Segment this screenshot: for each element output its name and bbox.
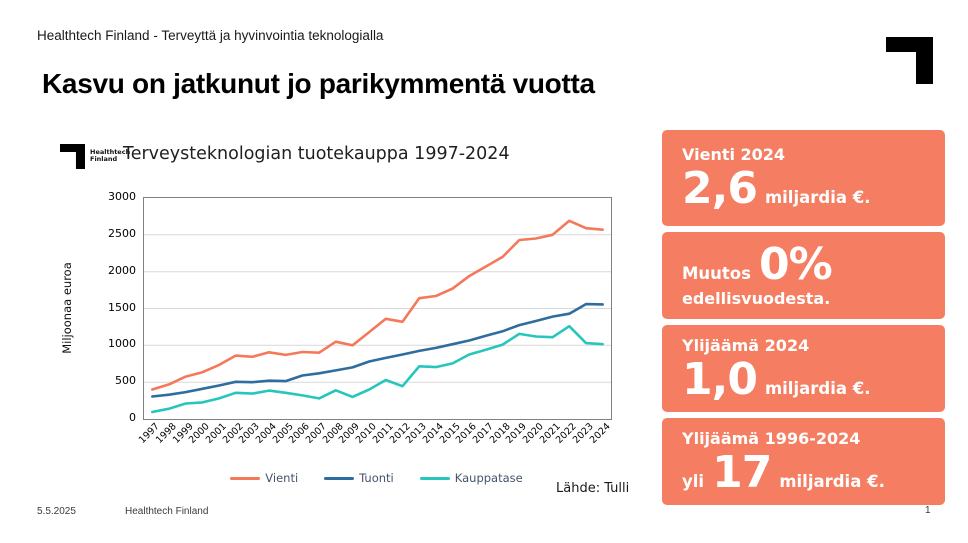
stat-box-prefix: Muutos: [682, 263, 751, 283]
stat-box-ylijaama-2024: Ylijäämä 2024 1,0 miljardia €.: [662, 325, 945, 412]
footer-date: 5.5.2025: [37, 506, 76, 517]
y-axis-tick-label: 1000: [108, 337, 136, 350]
stat-box-value-line: Muutos 0%: [682, 238, 931, 290]
stat-box-label: Ylijäämä 2024: [682, 335, 810, 355]
corner-logo-icon: [886, 37, 933, 84]
plot-area: [143, 197, 612, 420]
footer-org: Healthtech Finland: [125, 506, 209, 517]
y-axis-tick-label: 2500: [108, 227, 136, 240]
stat-box-label: Vienti 2024: [682, 145, 786, 164]
footer-page-number: 1: [925, 505, 931, 516]
legend-label: Tuonti: [359, 471, 394, 485]
stat-box-value: 1,0: [682, 353, 758, 405]
chart-logo-text-line2: Finland: [90, 155, 118, 163]
legend-swatch-icon: [419, 476, 450, 480]
stat-box-value: 0%: [758, 238, 833, 290]
y-axis-tick-label: 3000: [108, 190, 136, 203]
chart-logo-icon: [60, 144, 85, 169]
y-axis-tick-label: 1500: [108, 301, 136, 314]
chart-title: Terveysteknologian tuotekauppa 1997-2024: [123, 144, 510, 164]
stat-box-label: Ylijäämä 1996-2024: [682, 428, 861, 448]
legend: Vienti Tuonti Kauppatase: [143, 471, 610, 485]
stat-boxes: Vienti 2024 2,6 miljardia €. Muutos 0% e…: [662, 130, 945, 505]
plot-svg: [144, 219, 611, 414]
y-axis-tick-label: 0: [129, 411, 136, 424]
page-title: Kasvu on jatkunut jo parikymmentä vuotta: [42, 68, 595, 99]
legend-label: Kauppatase: [454, 471, 523, 485]
legend-item: Tuonti: [324, 471, 394, 485]
header-tagline: Healthtech Finland - Terveyttä ja hyvinv…: [37, 28, 384, 43]
stat-box-suffix: miljardia €.: [779, 471, 885, 491]
y-axis-tick-label: 2000: [108, 264, 136, 277]
stat-box-prefix: yli: [682, 471, 705, 491]
chart-logo-text: Healthtech Finland: [90, 149, 130, 163]
stat-box-suffix: miljardia €.: [764, 188, 871, 207]
stat-box-value-line: 1,0 miljardia €.: [682, 353, 931, 405]
stat-box-vienti: Vienti 2024 2,6 miljardia €.: [662, 130, 945, 226]
chart-card: Healthtech Finland Terveysteknologian tu…: [60, 144, 630, 496]
legend-item: Kauppatase: [419, 471, 523, 485]
legend-swatch-icon: [324, 476, 355, 480]
stat-box-suffix: miljardia €.: [764, 378, 871, 398]
stat-box-value-line: 2,6 miljardia €.: [682, 166, 931, 212]
legend-item: Vienti: [230, 471, 298, 485]
stat-box-value: 2,6: [682, 163, 758, 214]
stat-box-muutos: Muutos 0% edellisvuodesta.: [662, 232, 945, 319]
source-note: Lähde: Tulli: [556, 481, 630, 496]
stat-box-value-line: yli 17 miljardia €.: [682, 446, 931, 498]
stat-box-suffix: edellisvuodesta.: [682, 288, 831, 308]
y-axis-tick-label: 500: [115, 374, 136, 387]
stat-box-value: 17: [712, 446, 772, 498]
stat-box-ylijaama-cumulative: Ylijäämä 1996-2024 yli 17 miljardia €.: [662, 418, 945, 505]
legend-label: Vienti: [265, 471, 299, 485]
legend-swatch-icon: [230, 476, 261, 480]
chart-logo-text-line1: Healthtech: [90, 148, 131, 156]
